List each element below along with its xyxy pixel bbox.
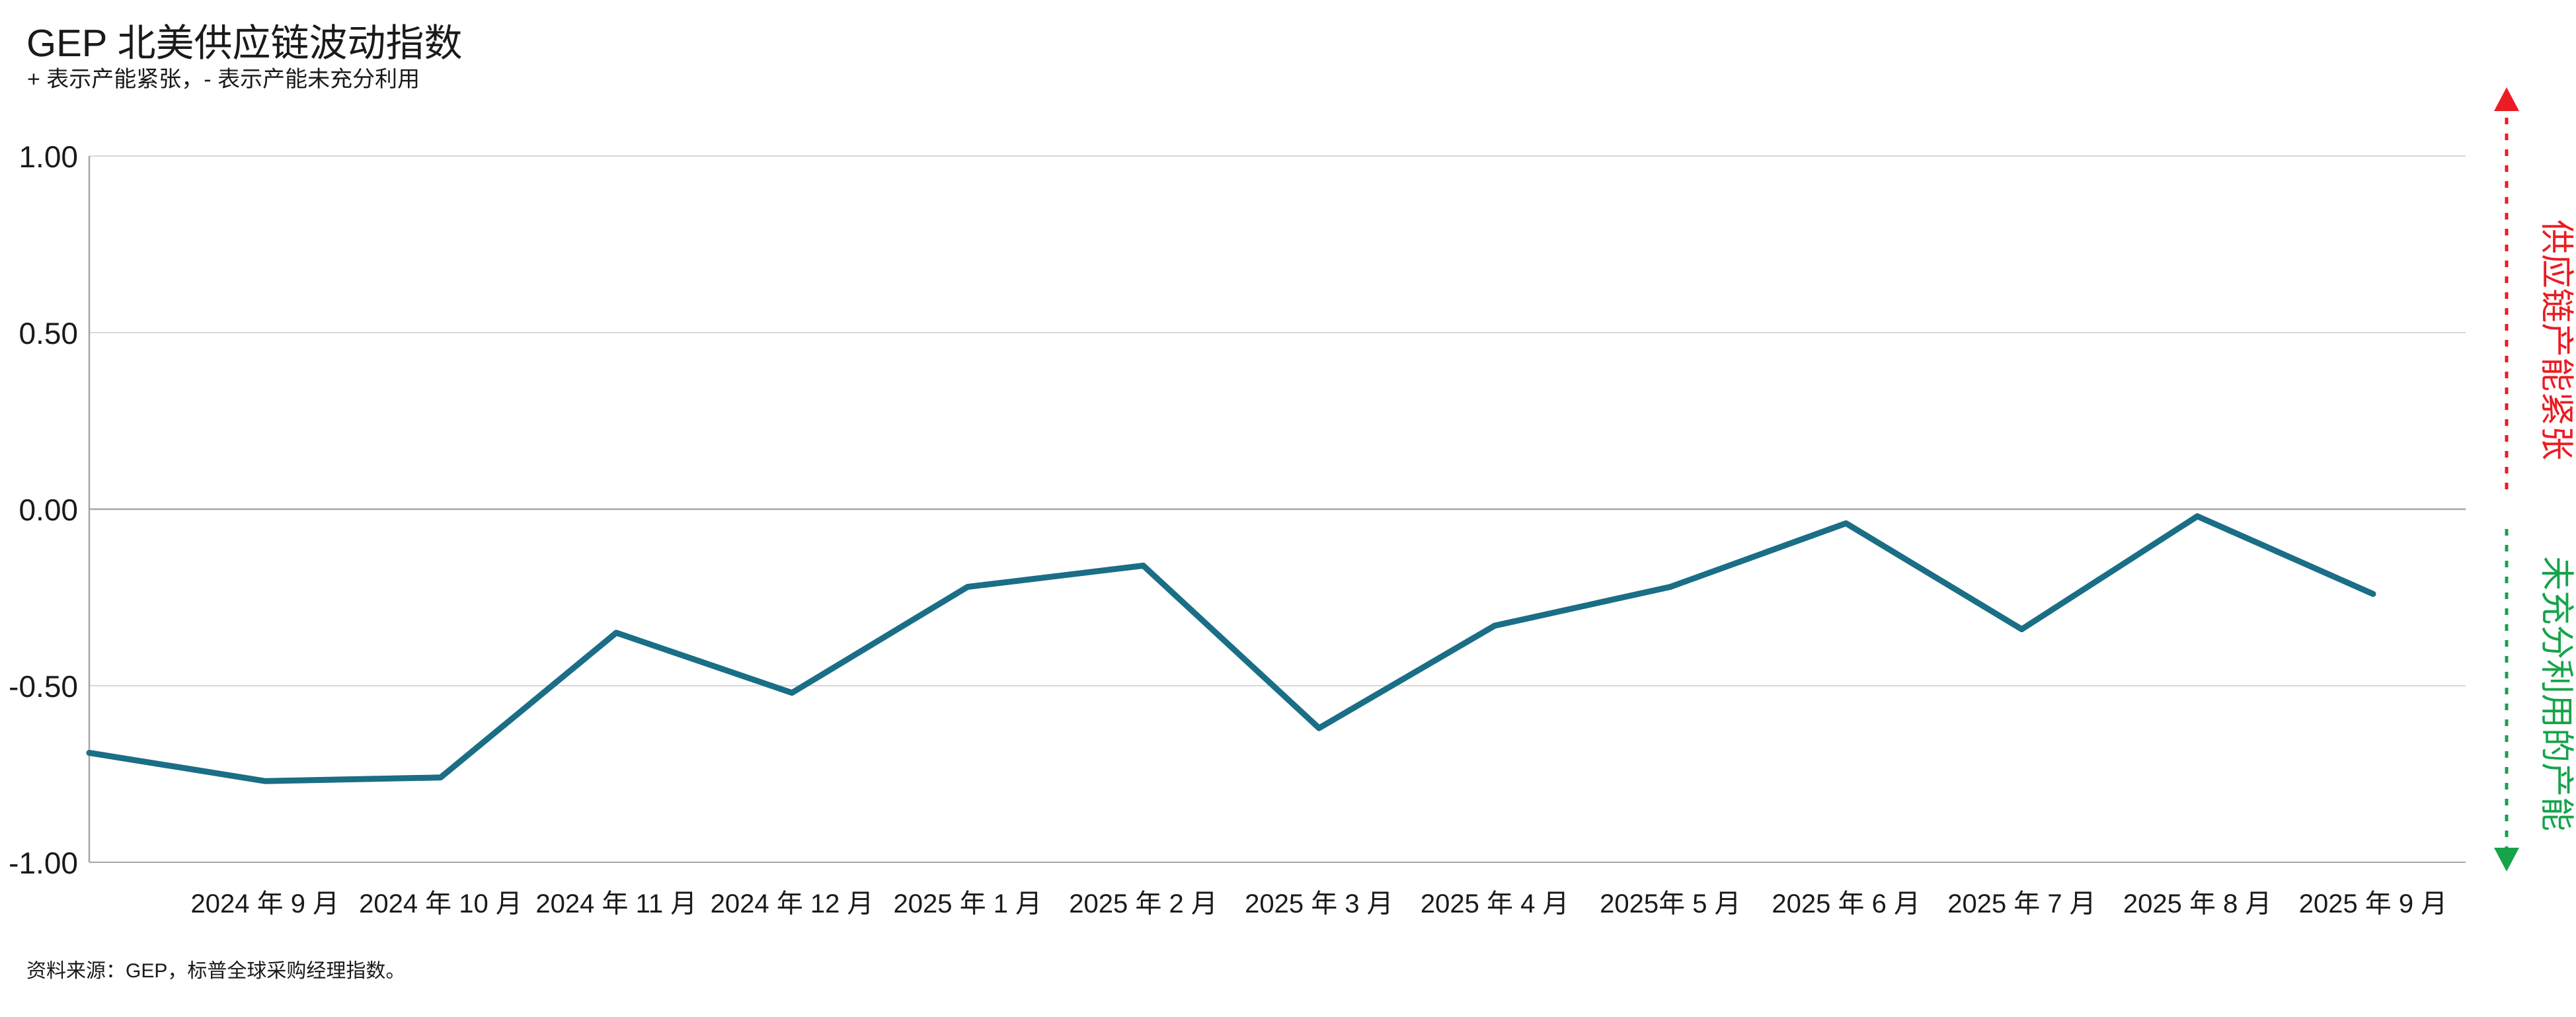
svg-text:-0.50: -0.50	[9, 669, 78, 704]
svg-text:2025 年 9 月: 2025 年 9 月	[2299, 889, 2448, 918]
svg-text:2024 年 12 月: 2024 年 12 月	[711, 889, 874, 918]
svg-text:2025年 5 月: 2025年 5 月	[1600, 889, 1740, 918]
svg-text:未充分利用的产能: 未充分利用的产能	[2537, 556, 2575, 831]
svg-text:0.50: 0.50	[19, 316, 78, 350]
svg-text:2025 年 8 月: 2025 年 8 月	[2123, 889, 2272, 918]
svg-text:1.00: 1.00	[19, 140, 78, 174]
svg-text:2025 年 2 月: 2025 年 2 月	[1069, 889, 1218, 918]
svg-text:2025 年 1 月: 2025 年 1 月	[894, 889, 1042, 918]
svg-text:2025 年 6 月: 2025 年 6 月	[1772, 889, 1920, 918]
svg-text:2025 年 4 月: 2025 年 4 月	[1421, 889, 1569, 918]
svg-text:2024 年 11 月: 2024 年 11 月	[535, 889, 697, 918]
svg-text:-1.00: -1.00	[9, 846, 78, 880]
svg-text:供应链产能紧张: 供应链产能紧张	[2537, 220, 2575, 460]
svg-text:2025 年 3 月: 2025 年 3 月	[1245, 889, 1393, 918]
svg-text:2025 年 7 月: 2025 年 7 月	[1947, 889, 2096, 918]
svg-text:2024 年 9 月: 2024 年 9 月	[191, 889, 340, 918]
svg-text:0.00: 0.00	[19, 493, 78, 527]
svg-text:2024 年 10 月: 2024 年 10 月	[359, 889, 522, 918]
